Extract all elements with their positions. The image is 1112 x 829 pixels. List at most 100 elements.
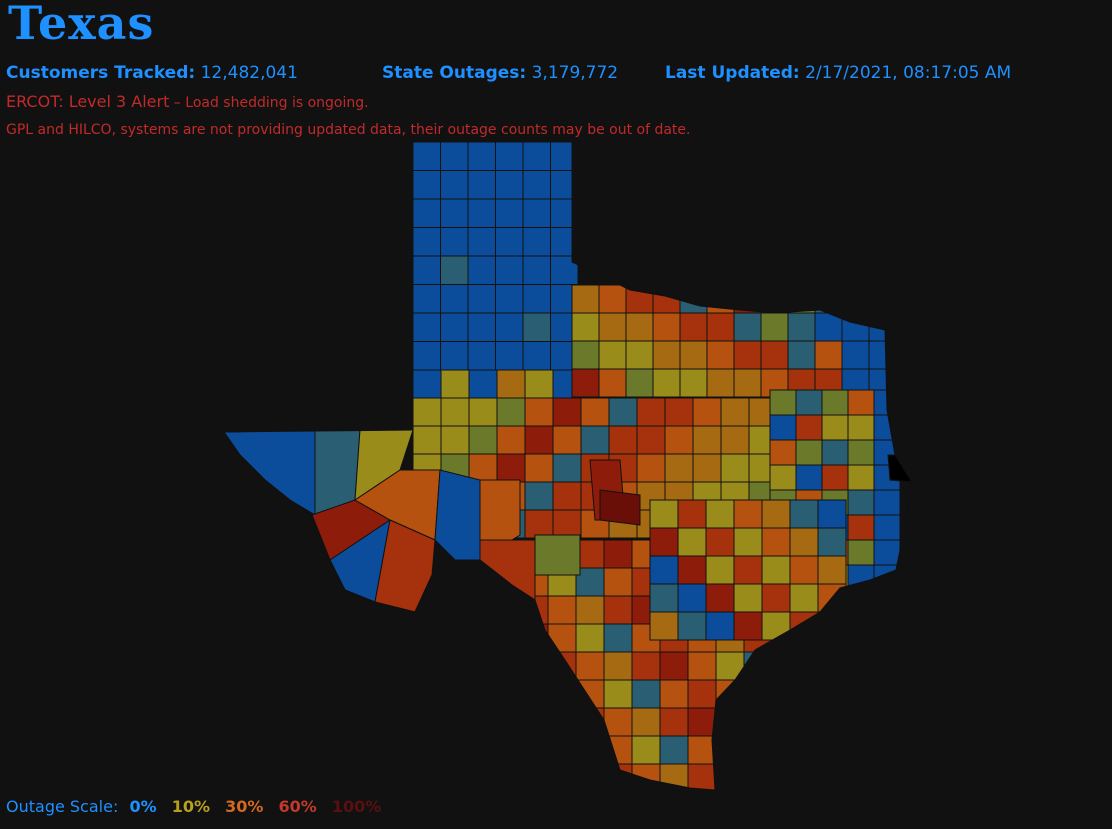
county — [440, 425, 470, 455]
county — [575, 595, 605, 625]
county — [664, 425, 694, 455]
county — [524, 453, 554, 483]
county — [550, 170, 579, 200]
county — [440, 142, 469, 171]
county — [625, 368, 654, 398]
county — [715, 679, 745, 709]
customers-tracked: Customers Tracked: 12,482,041 — [6, 63, 298, 83]
county — [795, 389, 823, 416]
county — [412, 341, 441, 371]
ercot-alert: ERCOT: Level 3 Alert – Load shedding is … — [6, 92, 369, 111]
county — [649, 611, 679, 641]
county — [761, 555, 791, 585]
county — [598, 368, 627, 398]
county — [524, 509, 554, 539]
county — [677, 499, 707, 529]
county — [571, 284, 600, 314]
county — [720, 397, 750, 427]
county — [715, 651, 745, 681]
county — [519, 707, 549, 737]
scale-level-60: 60% — [278, 797, 317, 816]
county — [625, 284, 654, 314]
county — [652, 340, 681, 370]
customers-tracked-label: Customers Tracked: — [6, 63, 196, 83]
county — [412, 312, 441, 342]
county — [467, 142, 496, 171]
county — [412, 198, 441, 228]
county — [547, 735, 577, 765]
county — [706, 312, 735, 342]
county — [652, 368, 681, 398]
county — [789, 583, 819, 613]
county — [522, 341, 551, 371]
county — [547, 623, 577, 653]
county — [847, 439, 875, 466]
county — [847, 414, 875, 441]
county — [873, 589, 901, 616]
county — [412, 255, 441, 285]
county — [496, 369, 526, 399]
county — [761, 527, 791, 557]
county — [598, 284, 627, 314]
county — [847, 614, 875, 641]
county — [522, 170, 551, 200]
county — [552, 481, 582, 511]
data-warning-note: GPL and HILCO, systems are not providing… — [6, 122, 691, 138]
county — [720, 453, 750, 483]
county — [841, 284, 870, 314]
county — [743, 707, 773, 737]
county — [547, 595, 577, 625]
county — [434, 469, 481, 561]
county — [817, 499, 847, 529]
county — [522, 227, 551, 257]
outage-scale-label: Outage Scale: — [6, 797, 119, 816]
county — [603, 567, 633, 597]
county — [743, 651, 773, 681]
county — [603, 651, 633, 681]
county — [519, 595, 549, 625]
county — [550, 227, 579, 257]
county — [715, 735, 745, 765]
county — [679, 368, 708, 398]
county — [821, 414, 849, 441]
county — [550, 142, 579, 171]
county — [677, 611, 707, 641]
county — [608, 397, 638, 427]
scale-level-30: 30% — [225, 797, 264, 816]
county — [522, 198, 551, 228]
county — [636, 453, 666, 483]
county — [789, 555, 819, 585]
county — [706, 340, 735, 370]
county — [821, 439, 849, 466]
county — [440, 312, 469, 342]
county — [761, 583, 791, 613]
county — [692, 397, 722, 427]
county — [571, 368, 600, 398]
county — [571, 340, 600, 370]
county — [743, 763, 773, 790]
county — [495, 170, 524, 200]
county — [659, 707, 689, 737]
last-updated-label: Last Updated: — [665, 63, 800, 83]
county — [440, 198, 469, 228]
county — [631, 651, 661, 681]
state-outages: State Outages: 3,179,772 — [382, 63, 618, 83]
county — [495, 341, 524, 371]
county — [631, 763, 661, 790]
county — [705, 499, 735, 529]
county — [733, 368, 762, 398]
county — [692, 453, 722, 483]
county — [524, 369, 554, 399]
county — [603, 735, 633, 765]
county — [743, 679, 773, 709]
county — [575, 707, 605, 737]
county — [814, 340, 843, 370]
county — [440, 255, 469, 285]
county — [571, 312, 600, 342]
county — [795, 414, 823, 441]
page-title: Texas — [8, 0, 155, 50]
state-outages-label: State Outages: — [382, 63, 527, 83]
county — [599, 489, 641, 526]
county — [608, 425, 638, 455]
county — [687, 735, 717, 765]
